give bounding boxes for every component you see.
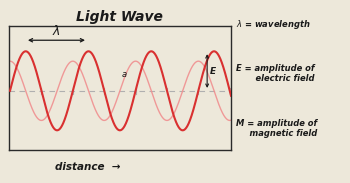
Text: M = amplitude of
    magnetic field: M = amplitude of magnetic field bbox=[236, 119, 317, 138]
Title: Light Wave: Light Wave bbox=[76, 10, 163, 25]
Text: E: E bbox=[210, 67, 216, 76]
Text: $\lambda$ = wavelength: $\lambda$ = wavelength bbox=[236, 18, 311, 31]
Text: $a$: $a$ bbox=[120, 70, 127, 79]
Text: E = amplitude of
    electric field: E = amplitude of electric field bbox=[236, 64, 315, 83]
Text: $\lambda$: $\lambda$ bbox=[52, 24, 61, 38]
Text: distance  →: distance → bbox=[55, 162, 120, 172]
